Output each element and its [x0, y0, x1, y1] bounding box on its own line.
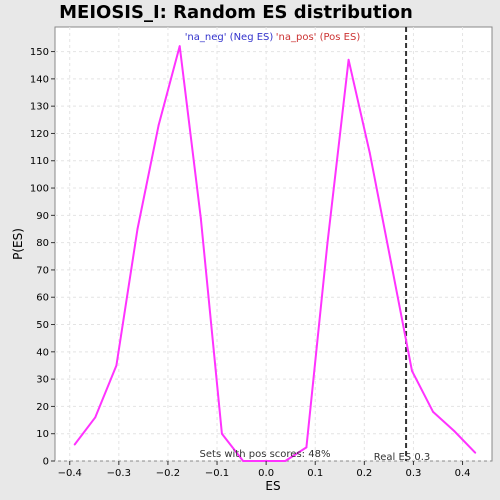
y-tick-label: 70	[36, 265, 49, 276]
y-tick-label: 20	[36, 402, 49, 413]
x-tick-label: 0.0	[258, 468, 274, 479]
grid	[55, 27, 492, 462]
x-tick-label: −0.4	[58, 468, 82, 479]
y-tick-label: 80	[36, 238, 49, 249]
y-tick-label: 100	[30, 184, 49, 195]
plot-area	[54, 26, 493, 462]
data-point	[305, 446, 308, 449]
series-layer	[73, 45, 477, 462]
data-point	[432, 410, 434, 413]
data-point	[136, 228, 139, 230]
y-tick-label: 120	[30, 129, 49, 140]
series-line	[73, 45, 477, 462]
legend-pos-label: 'na_pos' (Pos ES)	[276, 32, 361, 43]
x-tick-label: −0.3	[107, 468, 131, 479]
y-tick-label: 90	[36, 211, 49, 222]
data-point	[94, 416, 97, 419]
y-axis-ticks: 0 10 20 30 40 50 60 70 80 90 100 110 120 130 140 150	[30, 47, 55, 468]
pos-scores-annotation: Sets with pos scores: 48%	[200, 449, 331, 460]
x-tick-label: −0.1	[205, 468, 229, 479]
data-point	[368, 151, 371, 154]
data-point	[347, 58, 350, 61]
legend-neg-label: 'na_neg' (Neg ES)	[185, 32, 274, 43]
x-tick-label: 0.4	[455, 468, 471, 479]
y-tick-label: 10	[36, 429, 49, 440]
y-tick-label: 40	[36, 347, 49, 358]
data-point	[157, 124, 160, 127]
y-axis-label: P(ES)	[11, 228, 25, 260]
x-axis-label: ES	[265, 479, 280, 493]
y-tick-label: 130	[30, 102, 49, 113]
data-point	[284, 460, 287, 462]
y-tick-label: 0	[43, 457, 49, 468]
y-tick-label: 110	[30, 156, 49, 167]
real-es-label: Real ES 0.3	[374, 452, 430, 463]
data-point	[73, 443, 76, 446]
y-tick-label: 150	[30, 47, 49, 58]
data-point	[115, 364, 118, 367]
data-point	[263, 460, 266, 462]
data-point	[221, 432, 223, 435]
y-tick-label: 60	[36, 293, 49, 304]
data-point	[453, 430, 456, 432]
x-tick-label: −0.2	[156, 468, 180, 479]
y-tick-label: 50	[36, 320, 49, 331]
data-point	[389, 260, 392, 263]
data-point	[411, 370, 413, 372]
x-tick-label: 0.2	[356, 468, 372, 479]
y-tick-label: 30	[36, 375, 49, 386]
y-tick-label: 140	[30, 74, 49, 85]
x-axis-ticks: −0.4 −0.3 −0.2 −0.1 0.0 0.1 0.2 0.3 0.4	[58, 461, 471, 479]
x-tick-label: 0.1	[307, 468, 323, 479]
data-point	[326, 241, 329, 244]
data-point	[178, 45, 181, 48]
data-point	[199, 217, 202, 219]
data-point	[242, 460, 244, 462]
x-tick-label: 0.3	[405, 468, 421, 479]
chart-title: MEIOSIS_I: Random ES distribution	[59, 2, 413, 23]
data-point	[474, 451, 477, 454]
